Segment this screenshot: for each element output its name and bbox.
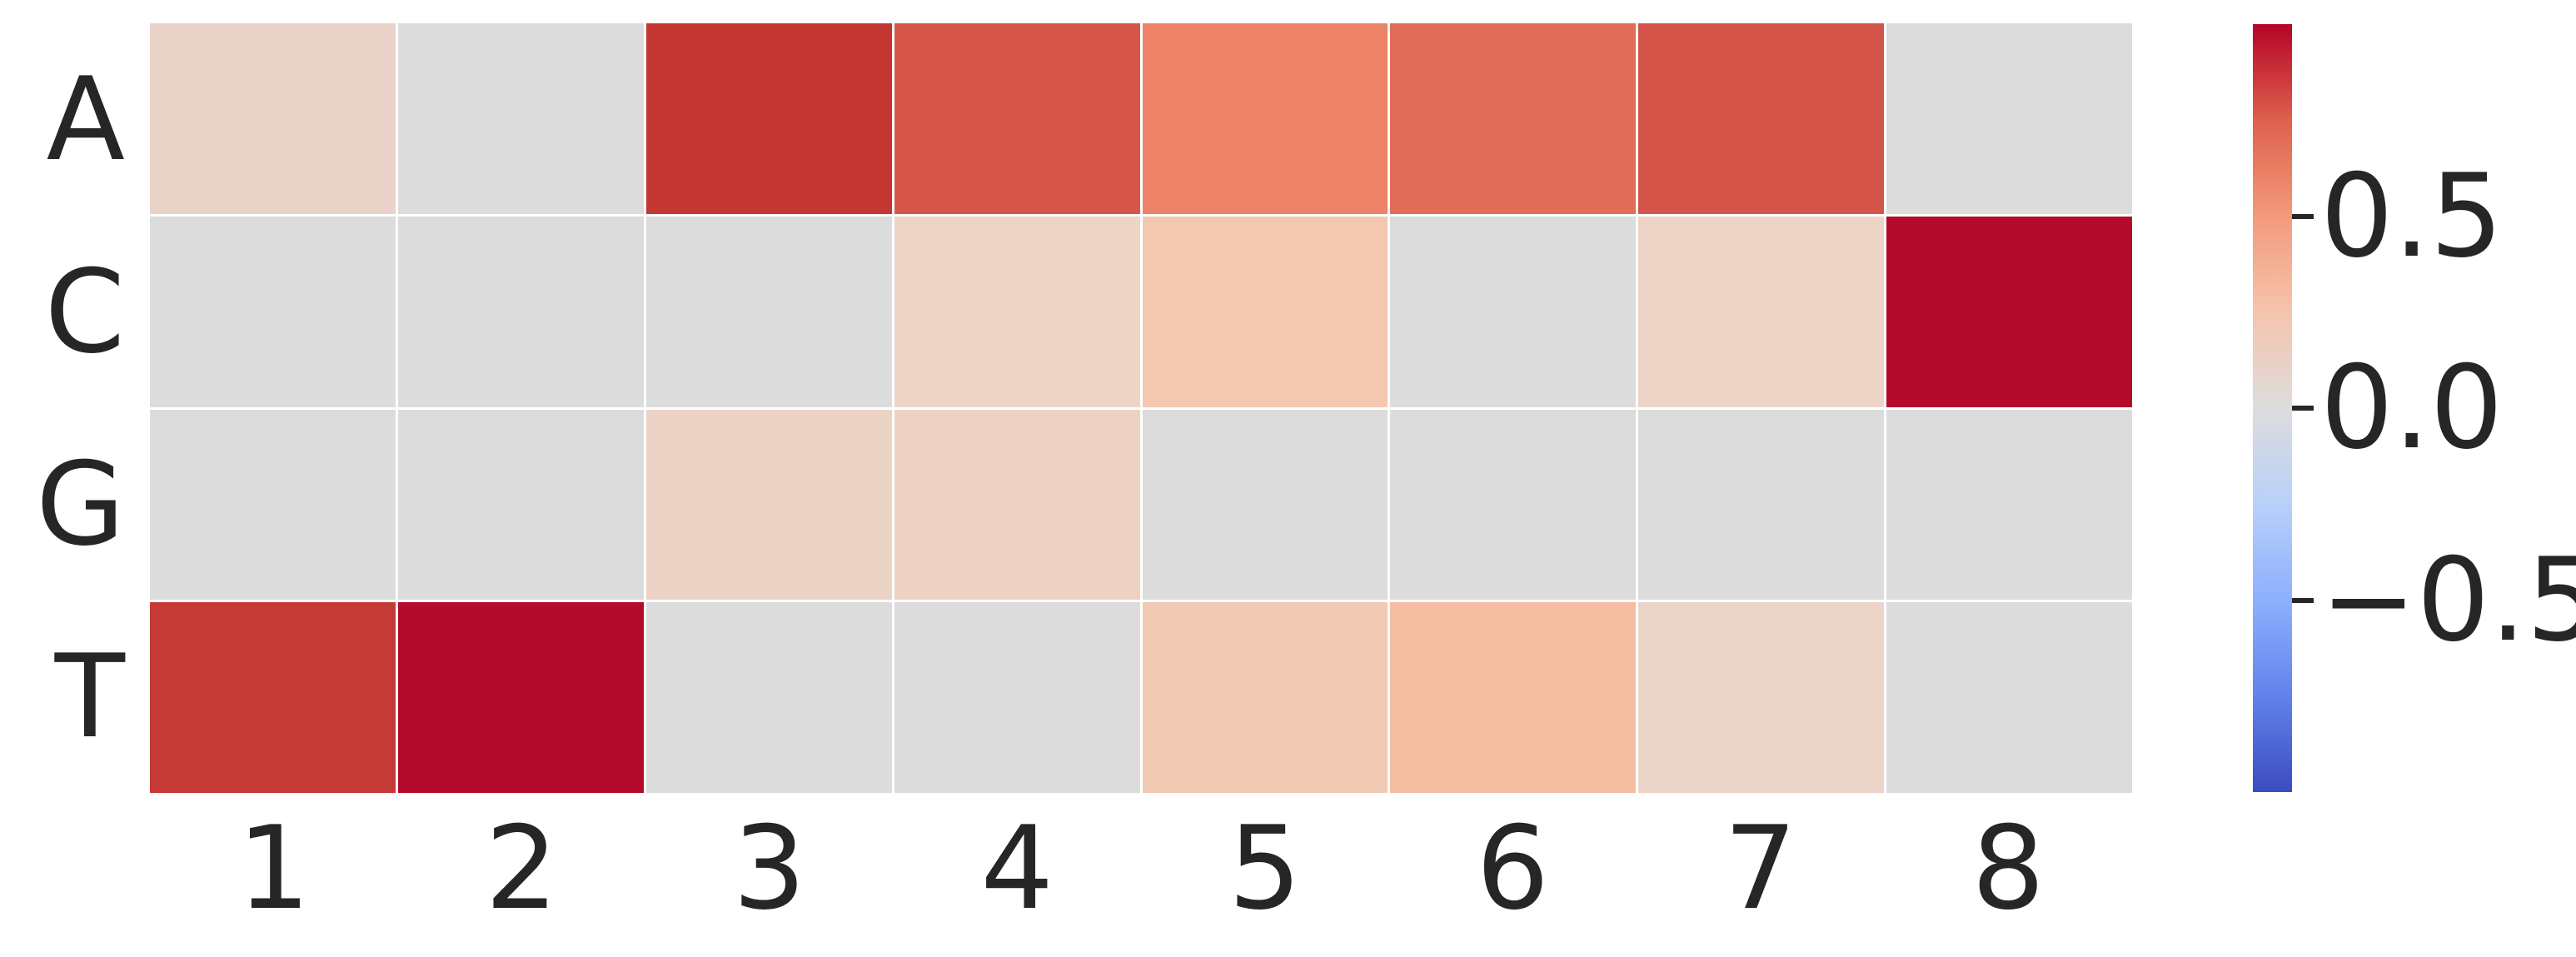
x-axis-tick-labels: 1 2 3 4 5 6 7 8 bbox=[150, 798, 2132, 940]
x-tick-label-6: 6 bbox=[1476, 801, 1550, 935]
colorbar-tick-label-0.0: 0.0 bbox=[2320, 341, 2504, 475]
x-tick-label-5: 5 bbox=[1228, 801, 1302, 935]
heatmap-cell-C4 bbox=[894, 216, 1140, 407]
y-tick-label-G: G bbox=[36, 436, 125, 571]
heatmap-cell-C2 bbox=[397, 216, 644, 407]
heatmap-cell-T3 bbox=[645, 602, 892, 793]
heatmap-cell-C6 bbox=[1390, 216, 1637, 407]
x-tick-label-4: 4 bbox=[980, 801, 1054, 935]
x-tick-label-8: 8 bbox=[1971, 801, 2045, 935]
heatmap-cell-G4 bbox=[894, 409, 1140, 601]
colorbar-tick-label-−0.5: −0.5 bbox=[2320, 532, 2576, 667]
heatmap-cell-C7 bbox=[1638, 216, 1885, 407]
heatmap-cell-A7 bbox=[1638, 23, 1885, 214]
heatmap-grid bbox=[150, 23, 2132, 793]
heatmap-cell-A5 bbox=[1142, 23, 1388, 214]
heatmap-cell-A4 bbox=[894, 23, 1140, 214]
heatmap-cell-A1 bbox=[150, 23, 396, 214]
heatmap-cell-C3 bbox=[645, 216, 892, 407]
heatmap-cell-A2 bbox=[397, 23, 644, 214]
heatmap-cell-G2 bbox=[397, 409, 644, 601]
heatmap-cell-T4 bbox=[894, 602, 1140, 793]
colorbar bbox=[2253, 24, 2292, 792]
colorbar-tick-mark-0.0 bbox=[2292, 406, 2314, 411]
heatmap-cell-C8 bbox=[1886, 216, 2132, 407]
heatmap-cell-T6 bbox=[1390, 602, 1637, 793]
colorbar-tick-label-0.5: 0.5 bbox=[2320, 148, 2504, 283]
colorbar-tick-mark-−0.5 bbox=[2292, 597, 2314, 603]
heatmap-cell-A8 bbox=[1886, 23, 2132, 214]
x-tick-label-2: 2 bbox=[485, 801, 559, 935]
heatmap-cell-G6 bbox=[1390, 409, 1637, 601]
heatmap-cell-A3 bbox=[645, 23, 892, 214]
x-tick-label-7: 7 bbox=[1723, 801, 1797, 935]
heatmap-cell-G5 bbox=[1142, 409, 1388, 601]
heatmap-cell-G3 bbox=[645, 409, 892, 601]
y-tick-label-A: A bbox=[46, 52, 125, 187]
y-tick-label-C: C bbox=[44, 244, 125, 379]
heatmap-cell-T2 bbox=[397, 602, 644, 793]
heatmap-cell-G1 bbox=[150, 409, 396, 601]
heatmap-cell-G7 bbox=[1638, 409, 1885, 601]
heatmap-cell-T7 bbox=[1638, 602, 1885, 793]
heatmap-cell-C1 bbox=[150, 216, 396, 407]
heatmap-cell-A6 bbox=[1390, 23, 1637, 214]
heatmap-cell-T8 bbox=[1886, 602, 2132, 793]
x-tick-label-3: 3 bbox=[732, 801, 806, 935]
heatmap-cell-T5 bbox=[1142, 602, 1388, 793]
heatmap-cell-C5 bbox=[1142, 216, 1388, 407]
x-tick-label-1: 1 bbox=[237, 801, 311, 935]
y-tick-label-T: T bbox=[54, 629, 125, 764]
colorbar-tick-mark-0.5 bbox=[2292, 213, 2314, 219]
heatmap-cell-T1 bbox=[150, 602, 396, 793]
heatmap-cell-G8 bbox=[1886, 409, 2132, 601]
